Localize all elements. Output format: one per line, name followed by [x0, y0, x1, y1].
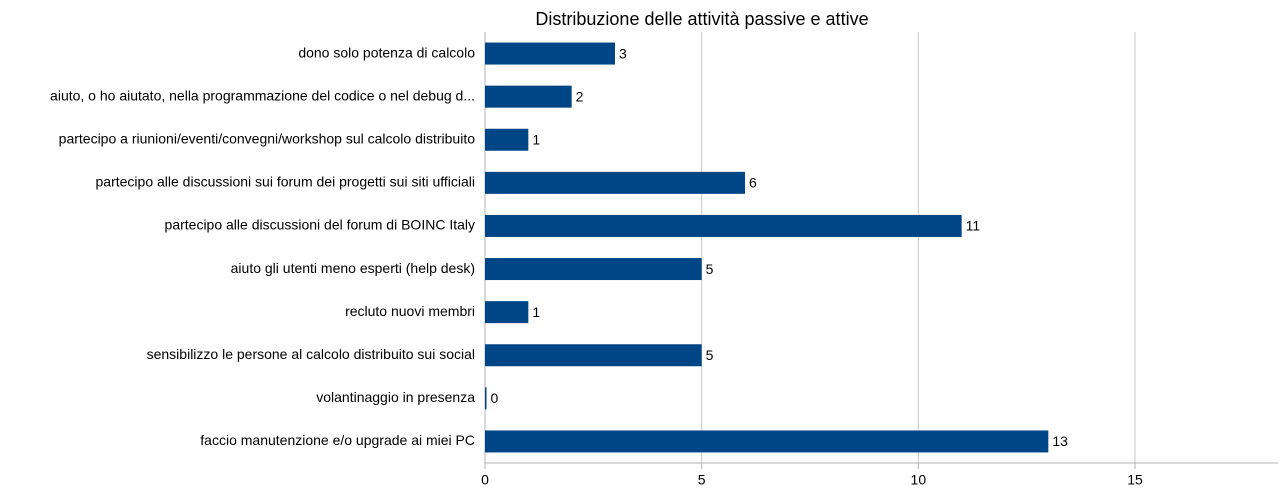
data-label: 1	[532, 304, 540, 320]
y-tick-label: partecipo alle discussioni del forum di …	[165, 217, 475, 233]
y-tick-label: partecipo alle discussioni sui forum dei…	[96, 174, 475, 190]
bar	[485, 214, 962, 237]
y-tick-label: faccio manutenzione e/o upgrade ai miei …	[200, 432, 475, 448]
data-label: 2	[576, 88, 584, 104]
x-tick-label: 5	[698, 472, 706, 488]
bar	[485, 258, 702, 281]
data-label: 5	[706, 261, 714, 277]
data-label: 3	[619, 45, 627, 61]
data-label: 5	[706, 347, 714, 363]
y-tick-label: dono solo potenza di calcolo	[298, 44, 475, 60]
bar	[485, 344, 702, 367]
bar	[485, 430, 1049, 453]
y-tick-label: recluto nuovi membri	[345, 303, 475, 319]
y-tick-label: partecipo a riunioni/eventi/convegni/wor…	[59, 130, 476, 146]
y-tick-label: aiuto, o ho aiutato, nella programmazion…	[50, 87, 475, 103]
y-tick-label: sensibilizzo le persone al calcolo distr…	[147, 346, 475, 362]
data-label: 13	[1052, 433, 1068, 449]
data-label: 1	[532, 131, 540, 147]
data-label: 6	[749, 175, 757, 191]
y-tick-label: volantinaggio in presenza	[316, 389, 475, 405]
bar	[485, 301, 529, 324]
bar	[485, 85, 572, 108]
y-tick-label: aiuto gli utenti meno esperti (help desk…	[231, 260, 475, 276]
bar	[485, 42, 615, 65]
bar	[485, 387, 487, 410]
bar	[485, 128, 529, 151]
x-tick-label: 10	[911, 472, 927, 488]
chart-title: Distribuzione delle attività passive e a…	[535, 9, 868, 29]
data-label: 0	[491, 390, 499, 406]
x-tick-label: 0	[481, 472, 489, 488]
data-label: 11	[966, 218, 981, 234]
bar	[485, 171, 745, 194]
x-tick-label: 15	[1127, 472, 1143, 488]
